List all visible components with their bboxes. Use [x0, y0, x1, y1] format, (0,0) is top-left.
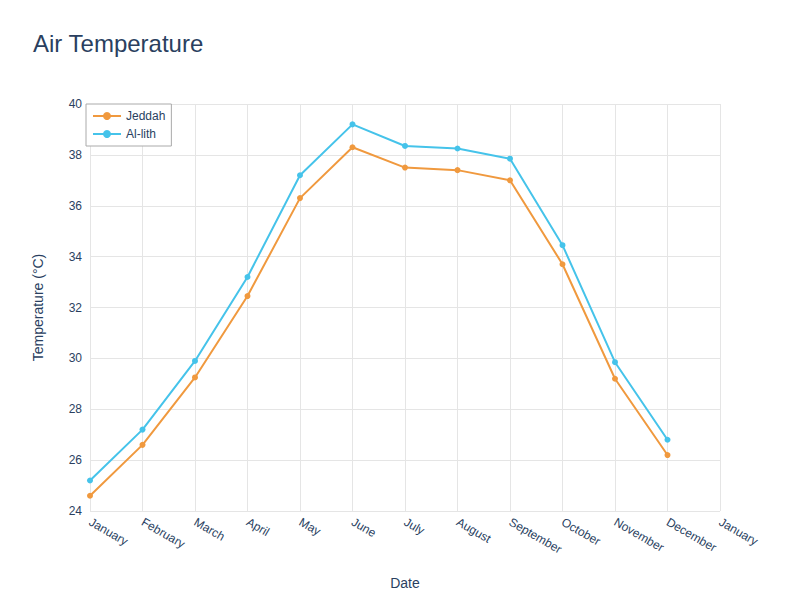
- svg-text:September: September: [506, 515, 564, 556]
- svg-text:December: December: [664, 515, 719, 555]
- svg-text:January: January: [86, 515, 130, 548]
- svg-text:July: July: [401, 515, 426, 538]
- svg-text:34: 34: [69, 250, 83, 264]
- svg-text:36: 36: [69, 199, 83, 213]
- svg-text:32: 32: [69, 301, 83, 315]
- svg-text:28: 28: [69, 402, 83, 416]
- svg-text:Air Temperature: Air Temperature: [33, 30, 203, 57]
- svg-text:March: March: [191, 515, 227, 544]
- svg-text:Al-lith: Al-lith: [126, 127, 156, 141]
- svg-text:November: November: [611, 515, 666, 555]
- svg-text:Jeddah: Jeddah: [126, 109, 165, 123]
- svg-text:Temperature (°C): Temperature (°C): [30, 254, 46, 362]
- svg-text:October: October: [559, 515, 603, 548]
- svg-text:August: August: [454, 515, 494, 546]
- svg-text:June: June: [349, 515, 379, 540]
- svg-text:May: May: [296, 515, 323, 538]
- svg-text:April: April: [244, 515, 272, 539]
- svg-text:30: 30: [69, 351, 83, 365]
- svg-text:26: 26: [69, 453, 83, 467]
- svg-text:February: February: [139, 515, 188, 551]
- svg-text:24: 24: [69, 504, 83, 518]
- svg-text:Date: Date: [390, 575, 420, 591]
- svg-text:38: 38: [69, 148, 83, 162]
- svg-text:January: January: [716, 515, 760, 548]
- svg-text:40: 40: [69, 97, 83, 111]
